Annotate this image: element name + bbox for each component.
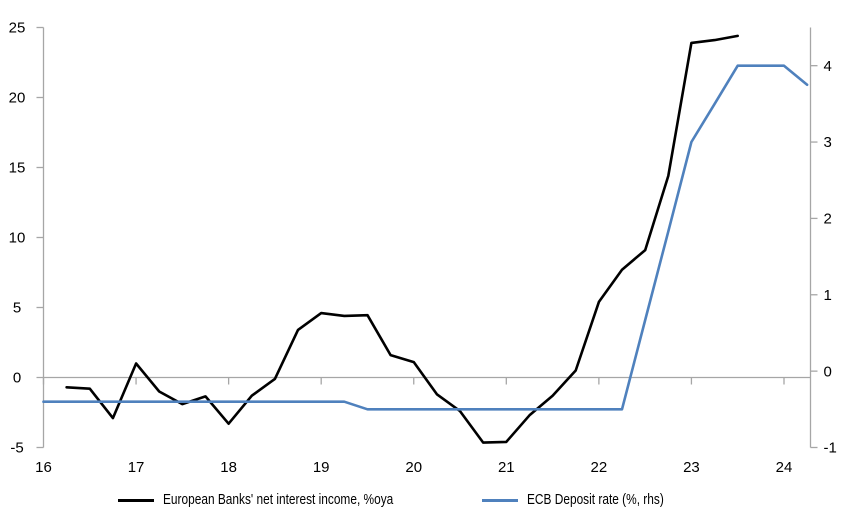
- y-axis-left-label: 5: [13, 300, 21, 317]
- y-axis-right-label: 1: [824, 287, 832, 304]
- series-ecb-deposit-rate: [42, 64, 809, 411]
- legend-item-ecb-deposit-rate: ECB Deposit rate (%, rhs): [481, 492, 694, 508]
- legend-label-net-interest-income: European Banks' net interest income, %oy…: [163, 492, 394, 508]
- x-axis-label: 17: [128, 459, 145, 476]
- y-axis-left-label: 25: [9, 20, 26, 37]
- x-axis-label: 18: [220, 459, 237, 476]
- x-axis-label: 16: [35, 459, 52, 476]
- series-net-interest-income: [65, 34, 740, 444]
- y-axis-right-label: -1: [824, 440, 837, 457]
- y-axis-left-label: 0: [13, 370, 21, 387]
- y-axis-right-label: 4: [824, 58, 832, 75]
- x-axis-label: 19: [313, 459, 330, 476]
- x-axis-label: 24: [776, 459, 793, 476]
- y-axis-right-label: 3: [824, 134, 832, 151]
- y-axis-left-label: 15: [9, 160, 26, 177]
- y-axis-left-label: 20: [9, 90, 26, 107]
- legend-line-swatch-black: [118, 498, 154, 502]
- x-axis-label: 23: [683, 459, 700, 476]
- y-axis-left-label: -5: [10, 440, 23, 457]
- legend-item-net-interest-income: European Banks' net interest income, %oy…: [118, 492, 444, 508]
- x-axis-label: 20: [405, 459, 422, 476]
- legend-label-ecb-deposit-rate: ECB Deposit rate (%, rhs): [526, 492, 664, 508]
- legend-line-swatch-blue: [481, 498, 518, 502]
- y-axis-right-label: 2: [824, 211, 832, 228]
- y-axis-left-label: 10: [9, 230, 26, 247]
- y-axis-right-label: 0: [824, 363, 832, 380]
- x-axis-label: 22: [591, 459, 608, 476]
- chart-legend: European Banks' net interest income, %oy…: [118, 490, 694, 510]
- x-axis-label: 21: [498, 459, 515, 476]
